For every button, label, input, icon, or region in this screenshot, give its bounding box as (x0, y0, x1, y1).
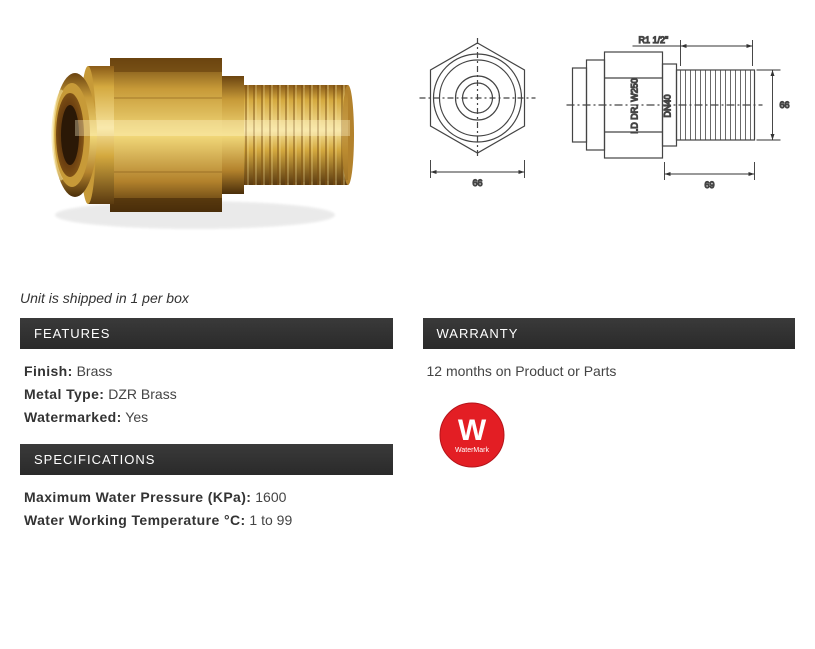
dim-body-length: 69 (704, 180, 714, 190)
marking-id: I.D DR. W250 (630, 78, 640, 134)
features-header: FEATURES (20, 318, 393, 349)
spec-value: 1600 (255, 489, 286, 505)
feature-row: Finish: Brass (24, 361, 389, 382)
product-photo (20, 20, 380, 250)
feature-row: Metal Type: DZR Brass (24, 384, 389, 405)
warranty-body: 12 months on Product or Parts W WaterMar… (423, 361, 796, 484)
spec-row: Maximum Water Pressure (KPa): 1600 (24, 487, 389, 508)
feature-value: Brass (77, 363, 113, 379)
spec-row: Water Working Temperature °C: 1 to 99 (24, 510, 389, 531)
feature-label: Finish: (24, 363, 73, 379)
specifications-body: Maximum Water Pressure (KPa): 1600 Water… (20, 487, 393, 547)
shipping-note: Unit is shipped in 1 per box (20, 290, 815, 306)
watermark-logo: W WaterMark (437, 400, 507, 470)
feature-row: Watermarked: Yes (24, 407, 389, 428)
feature-value: Yes (125, 409, 148, 425)
dim-front-width: 66 (472, 178, 482, 188)
spec-value: 1 to 99 (249, 512, 292, 528)
spec-label: Water Working Temperature °C: (24, 512, 246, 528)
warranty-text: 12 months on Product or Parts (427, 361, 792, 382)
feature-label: Metal Type: (24, 386, 104, 402)
features-body: Finish: Brass Metal Type: DZR Brass Wate… (20, 361, 393, 444)
feature-label: Watermarked: (24, 409, 122, 425)
warranty-header: WARRANTY (423, 318, 796, 349)
specifications-header: SPECIFICATIONS (20, 444, 393, 475)
feature-value: DZR Brass (108, 386, 176, 402)
dim-height: 66 (779, 100, 789, 110)
technical-drawing: 66 (410, 20, 795, 210)
dim-thread: R1 1/2" (639, 35, 669, 45)
watermark-letter: W (457, 414, 486, 447)
marking-dn: DN40 (663, 94, 673, 117)
spec-label: Maximum Water Pressure (KPa): (24, 489, 251, 505)
watermark-sub: WaterMark (455, 447, 489, 454)
